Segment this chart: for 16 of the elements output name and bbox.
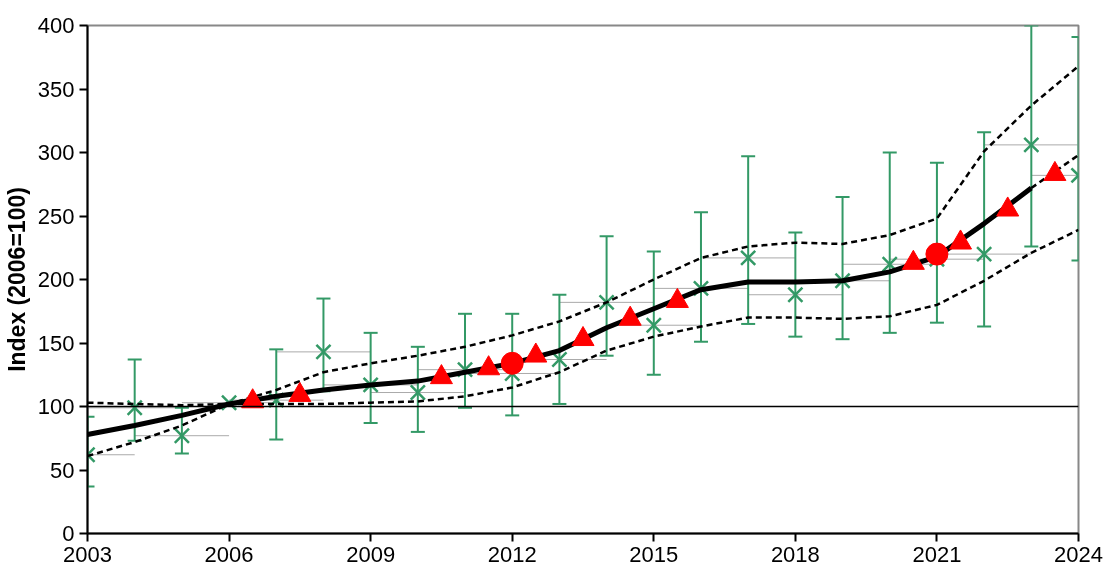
y-tick-label: 200 xyxy=(37,267,75,292)
x-tick-label: 2024 xyxy=(1054,541,1103,564)
y-tick-label: 350 xyxy=(37,76,75,102)
x-tick-label: 2015 xyxy=(629,541,679,564)
y-tick-label: 50 xyxy=(50,457,75,483)
y-tick-label: 150 xyxy=(37,330,75,356)
x-tick-label: 2018 xyxy=(770,541,820,564)
x-tick-label: 2021 xyxy=(912,541,962,564)
y-tick-label: 400 xyxy=(37,13,75,38)
y-axis-title: Index (2006=100) xyxy=(3,187,30,372)
x-tick-label: 2009 xyxy=(346,541,396,564)
x-tick-label: 2006 xyxy=(204,541,254,564)
y-tick-label: 100 xyxy=(37,394,75,419)
y-tick-label: 300 xyxy=(37,140,75,165)
y-tick-label: 250 xyxy=(37,203,75,229)
x-tick-label: 2012 xyxy=(487,541,537,564)
